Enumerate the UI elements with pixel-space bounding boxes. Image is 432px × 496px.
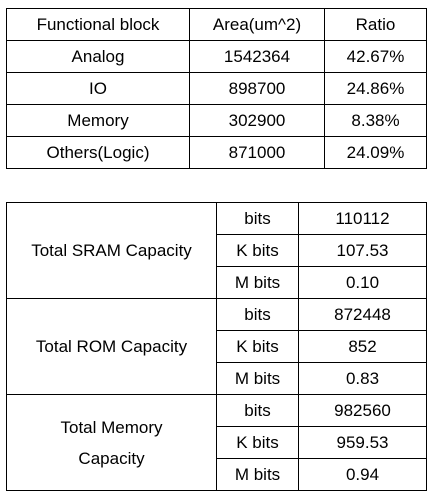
unit-cell: K bits <box>216 234 299 267</box>
header-functional-block: Functional block <box>6 8 190 41</box>
unit-cell: bits <box>216 394 299 427</box>
table-row: K bits 852 <box>7 330 427 363</box>
value-cell: 959.53 <box>298 426 427 459</box>
memory-capacity-label: Total Memory Capacity <box>6 394 217 491</box>
unit-cell: M bits <box>216 362 299 395</box>
unit-cell: bits <box>216 298 299 331</box>
unit-cell: M bits <box>216 266 299 299</box>
table-row: Total ROM Capacity bits 872448 <box>6 298 427 395</box>
table-row: M bits 0.83 <box>7 362 427 395</box>
block-area: 871000 <box>189 136 325 169</box>
table-row: Others(Logic) 871000 24.09% <box>6 136 427 169</box>
value-cell: 0.10 <box>298 266 427 299</box>
block-name: Memory <box>6 104 190 137</box>
block-area: 898700 <box>189 72 325 105</box>
table-row: M bits 0.94 <box>7 458 427 491</box>
table-row: K bits 107.53 <box>7 234 427 267</box>
value-cell: 0.83 <box>298 362 427 395</box>
header-area: Area(um^2) <box>189 8 325 41</box>
block-ratio: 42.67% <box>324 40 427 73</box>
value-cell: 107.53 <box>298 234 427 267</box>
unit-cell: K bits <box>216 330 299 363</box>
capacity-table: Total SRAM Capacity bits 110112 K bits 1… <box>6 202 427 491</box>
block-ratio: 24.86% <box>324 72 427 105</box>
memory-capacity-label-line2: Capacity <box>78 448 145 468</box>
block-name: IO <box>6 72 190 105</box>
value-cell: 110112 <box>298 202 427 235</box>
table-row: K bits 959.53 <box>7 426 427 459</box>
table-row: Total SRAM Capacity bits 110112 <box>6 202 427 299</box>
table-row: Analog 1542364 42.67% <box>6 40 427 73</box>
table-row: IO 898700 24.86% <box>6 72 427 105</box>
unit-cell: M bits <box>216 458 299 491</box>
unit-cell: K bits <box>216 426 299 459</box>
table-row: Total Memory Capacity bits 982560 <box>6 394 427 491</box>
area-table: Functional block Area(um^2) Ratio Analog… <box>6 8 427 169</box>
block-area: 1542364 <box>189 40 325 73</box>
block-name: Others(Logic) <box>6 136 190 169</box>
table-row: M bits 0.10 <box>7 266 427 299</box>
value-cell: 852 <box>298 330 427 363</box>
memory-capacity-label-line1: Total Memory <box>60 417 163 437</box>
unit-cell: bits <box>216 202 299 235</box>
value-cell: 982560 <box>298 394 427 427</box>
area-header-row: Functional block Area(um^2) Ratio <box>6 8 427 41</box>
block-name: Analog <box>6 40 190 73</box>
block-area: 302900 <box>189 104 325 137</box>
header-ratio: Ratio <box>324 8 427 41</box>
sram-capacity-label: Total SRAM Capacity <box>6 202 217 299</box>
block-ratio: 8.38% <box>324 104 427 137</box>
block-ratio: 24.09% <box>324 136 427 169</box>
value-cell: 0.94 <box>298 458 427 491</box>
value-cell: 872448 <box>298 298 427 331</box>
table-row: Memory 302900 8.38% <box>6 104 427 137</box>
rom-capacity-label: Total ROM Capacity <box>6 298 217 395</box>
